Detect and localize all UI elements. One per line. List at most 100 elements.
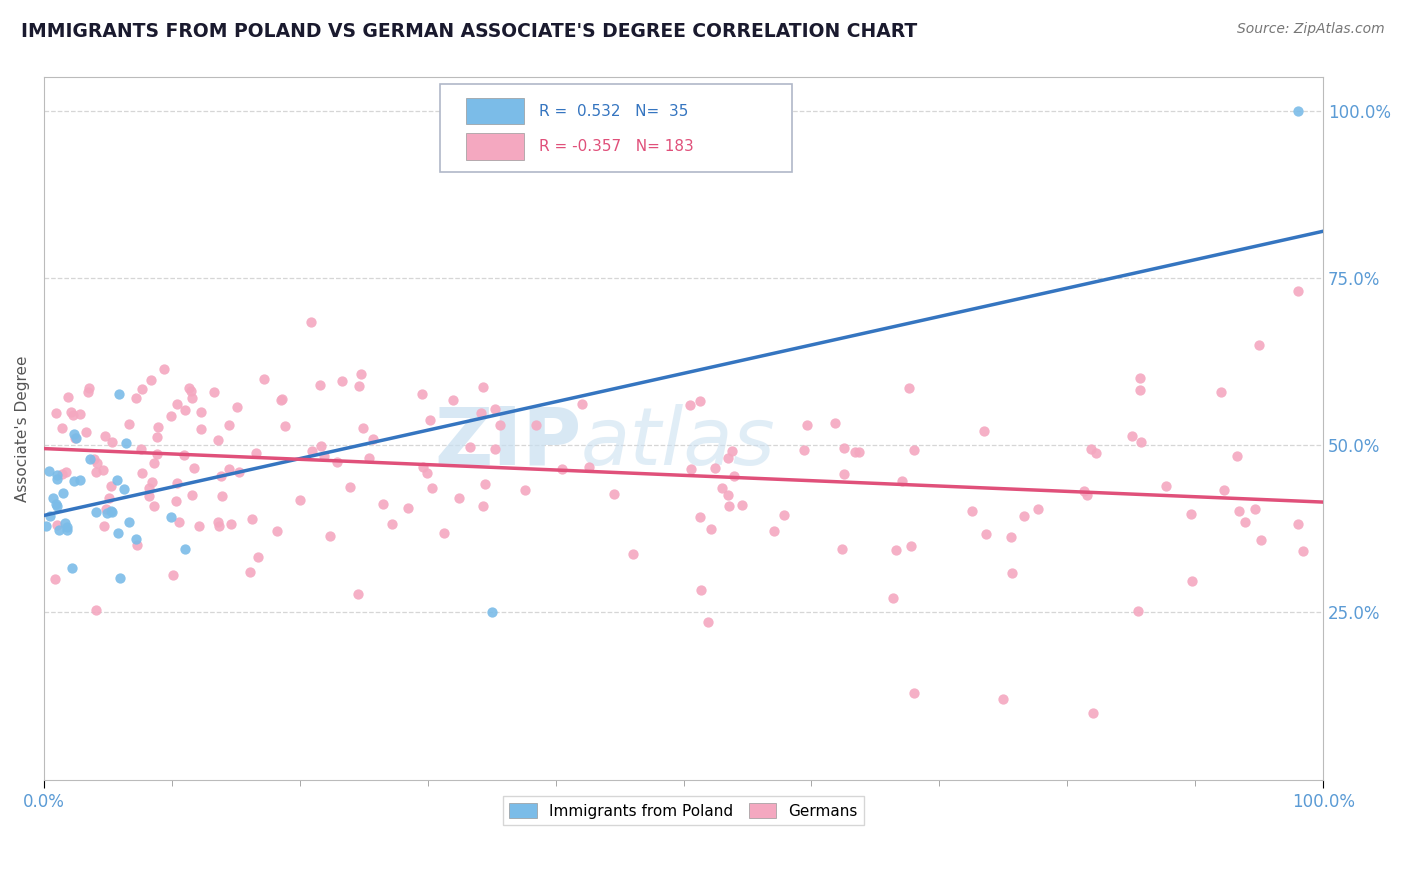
Point [470,406,492,420]
Point [63,431,86,445]
Point [299,315,322,329]
Point [190,422,212,436]
Point [84,465,107,479]
Point [240,512,263,526]
Point [107,387,129,401]
Point [1244,501,1267,516]
Point [578,459,600,474]
Point [45,497,67,511]
Point [225,400,247,414]
Text: atlas: atlas [581,403,776,482]
Point [91,462,114,476]
Point [690,582,713,597]
Point [681,462,703,476]
Point [1286,517,1309,532]
Point [396,501,419,516]
Point [45,406,67,420]
Text: R = -0.357   N= 183: R = -0.357 N= 183 [538,139,693,153]
Point [131,467,153,481]
Point [993,692,1015,706]
Point [52,486,75,500]
Point [166,397,188,411]
Point [1084,446,1107,460]
Point [898,381,921,395]
Point [416,466,439,480]
Point [211,489,233,503]
Point [112,482,135,496]
Point [75,425,97,440]
Point [38,464,60,478]
Point [359,450,381,465]
Point [471,380,494,394]
Point [34,518,56,533]
Point [1156,478,1178,492]
Point [488,417,510,432]
Point [56,520,79,534]
Point [270,393,292,408]
Point [239,565,262,579]
Point [524,418,547,433]
Point [62,409,84,423]
Point [312,449,335,463]
Point [1249,338,1271,352]
Point [420,481,443,495]
Point [55,523,77,537]
Point [153,362,176,376]
Point [1129,383,1152,397]
Point [700,522,723,536]
Point [884,543,907,558]
Point [1129,434,1152,449]
Point [84,505,107,519]
Point [472,499,495,513]
Point [138,489,160,503]
Point [848,445,870,459]
Point [484,401,506,416]
Point [1250,533,1272,547]
Point [79,381,101,395]
Point [100,479,122,493]
FancyBboxPatch shape [465,98,523,125]
Point [844,445,866,459]
Point [118,417,141,432]
Point [131,382,153,396]
Point [146,420,169,434]
Point [228,465,250,479]
Point [717,488,740,502]
Point [679,398,702,412]
Point [115,435,138,450]
Point [253,372,276,386]
Point [202,384,225,399]
Point [441,393,464,408]
Point [973,424,995,438]
Legend: Immigrants from Poland, Germans: Immigrants from Poland, Germans [503,797,863,824]
Point [763,524,786,538]
Point [474,476,496,491]
Point [266,524,288,538]
Point [710,481,733,495]
Point [903,442,925,457]
Point [834,467,856,481]
Point [603,487,626,501]
Point [141,475,163,490]
Point [513,483,536,497]
Point [900,539,922,553]
Point [903,686,925,700]
Point [717,451,740,466]
Point [58,390,80,404]
Point [974,527,997,541]
Point [1081,706,1104,720]
Point [1180,507,1202,521]
Point [94,429,117,443]
Point [689,394,711,409]
Point [571,397,593,411]
Point [773,508,796,523]
Point [347,587,370,601]
Point [301,444,323,458]
Point [1213,483,1236,497]
Point [1286,103,1309,118]
Point [108,571,131,585]
Point [271,392,294,406]
Point [433,525,456,540]
Point [45,518,67,533]
Point [209,469,232,483]
